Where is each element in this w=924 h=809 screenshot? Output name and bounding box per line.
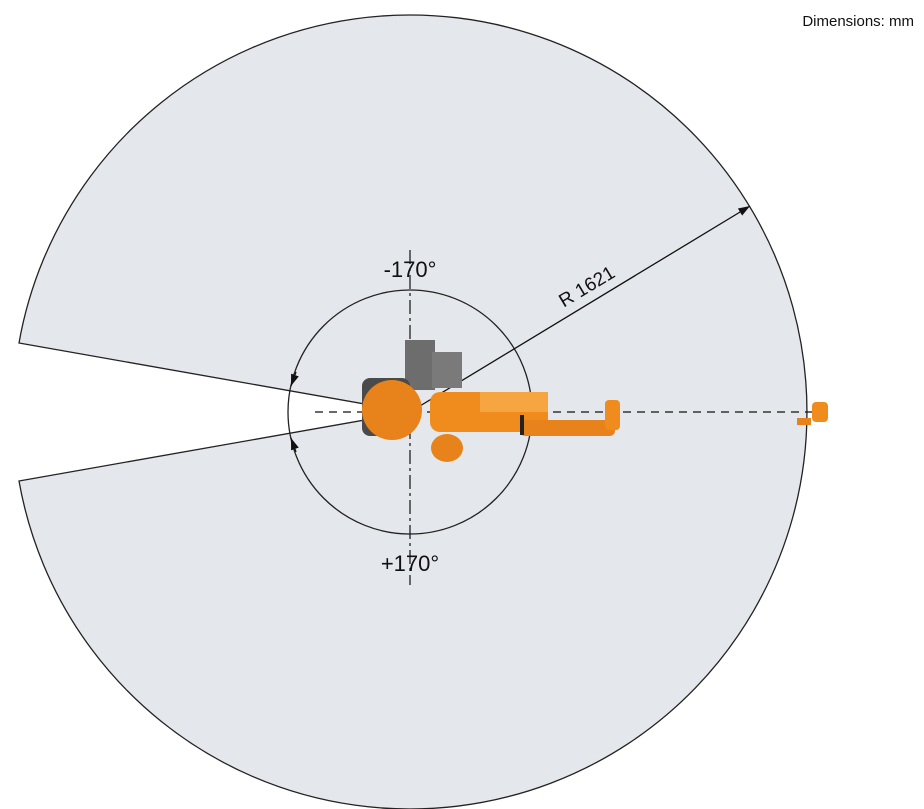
units-label: Dimensions: mm [802,13,914,30]
workspace-diagram: Dimensions: mm -170° +170° R 1621 [0,0,924,809]
angle-label: +170° [381,551,439,576]
angle-label: -170° [384,257,437,282]
page: Dimensions: mm -170° +170° R 1621 (() =>… [0,0,924,809]
